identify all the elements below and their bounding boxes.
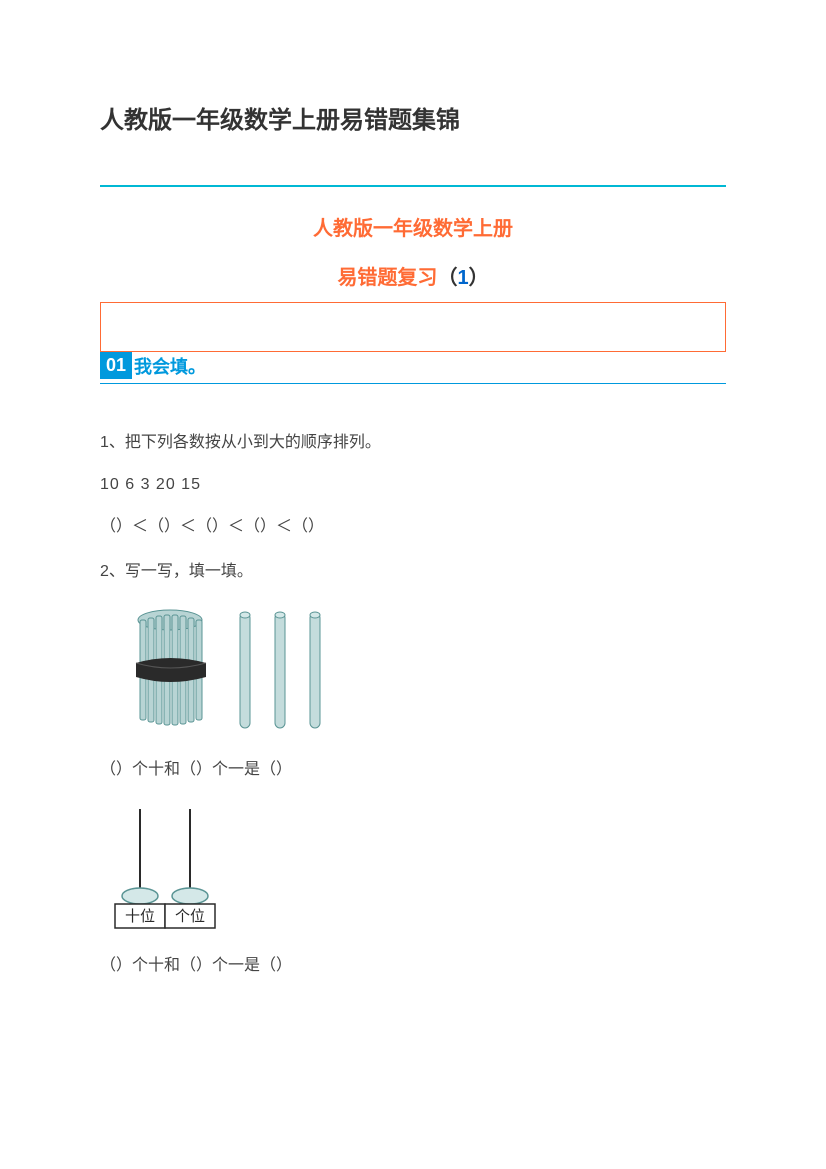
tens-bead-icon: [122, 888, 158, 904]
abacus-diagram: 十位 个位: [105, 804, 726, 939]
q1-blanks: （）＜（）＜（）＜（）＜（）: [100, 512, 726, 536]
header-line1: 人教版一年级数学上册: [100, 212, 726, 241]
orange-box: [100, 302, 726, 352]
header-paren-close: ）: [469, 267, 489, 289]
q1-numbers: 10 6 3 20 15: [100, 476, 726, 494]
divider-top: [100, 185, 726, 187]
ones-label: 个位: [175, 908, 205, 925]
header-paren-open: （: [437, 267, 457, 289]
divider-section: [100, 383, 726, 384]
tens-label: 十位: [125, 908, 155, 925]
header-number: 1: [457, 267, 468, 289]
section-title: 我会填。: [134, 353, 206, 379]
page-title: 人教版一年级数学上册易错题集锦: [100, 100, 726, 135]
header-orange-text: 易错题复习: [337, 267, 437, 289]
header-line2: 易错题复习（1）: [100, 261, 726, 290]
single-sticks-icon: [240, 612, 320, 728]
section-header: 01 我会填。: [100, 352, 726, 379]
sticks-diagram: [120, 605, 726, 740]
q2-answer1: （）个十和（）个一是（）: [100, 755, 726, 779]
q2-text: 2、写一写，填一填。: [100, 558, 726, 587]
stick-bundle-icon: [136, 610, 206, 725]
section-number: 01: [100, 352, 132, 379]
q2-answer2: （）个十和（）个一是（）: [100, 951, 726, 975]
q1-text: 1、把下列各数按从小到大的顺序排列。: [100, 429, 726, 458]
ones-bead-icon: [172, 888, 208, 904]
